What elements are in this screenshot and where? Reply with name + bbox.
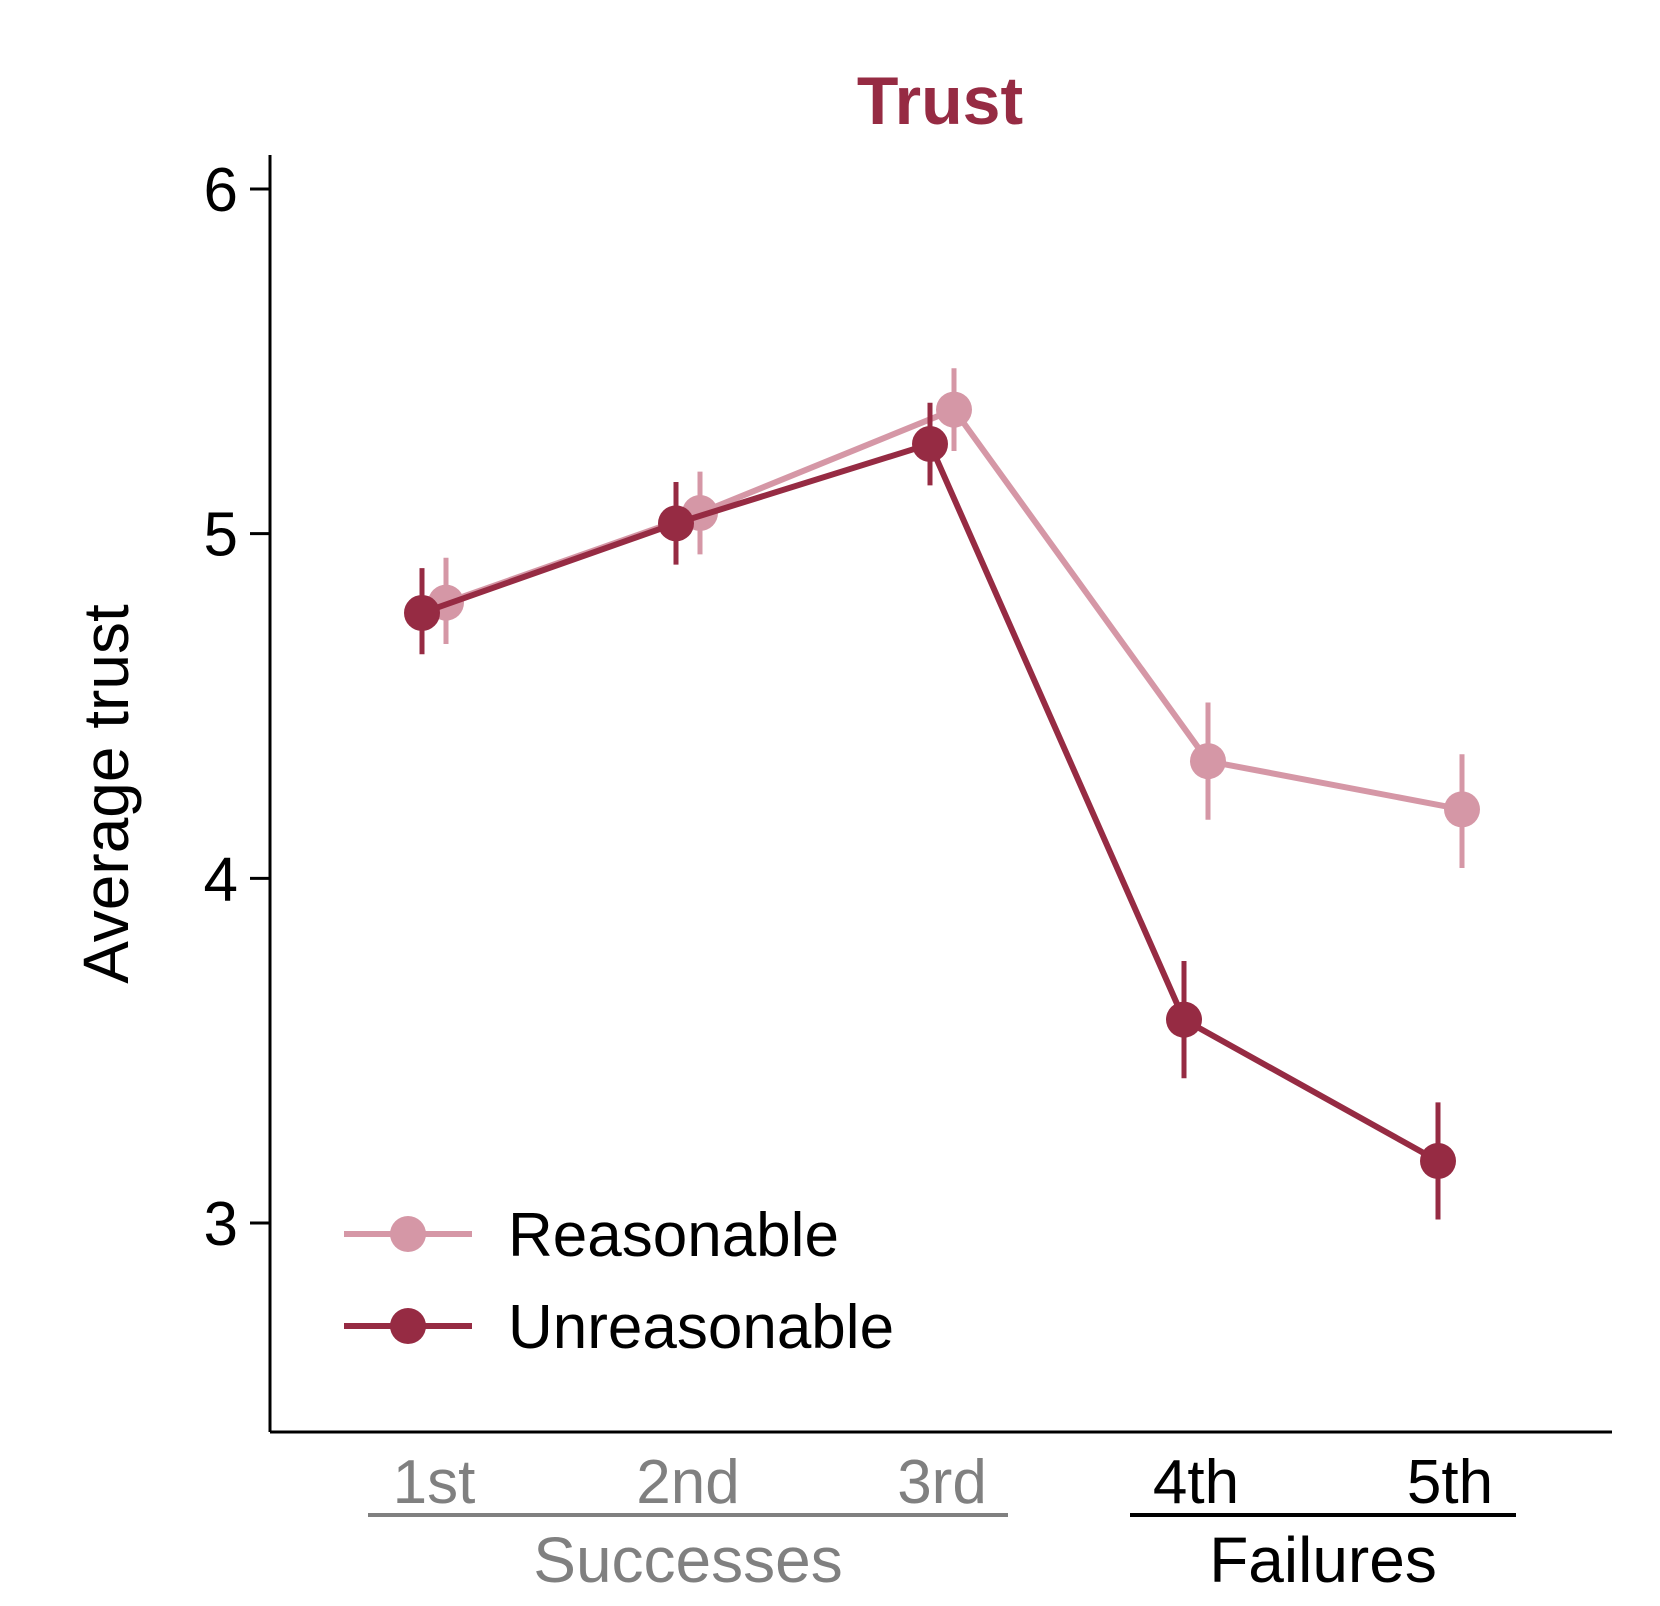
y-tick-label: 3 (204, 1190, 238, 1259)
data-point (1420, 1142, 1456, 1179)
series-reasonable (428, 368, 1480, 868)
group-label: Successes (533, 1524, 842, 1596)
data-point (404, 594, 440, 631)
x-ticks: 1st 2nd 3rd 4th 5th (393, 1448, 1493, 1517)
x-tick-label: 4th (1153, 1448, 1239, 1517)
data-point (1444, 791, 1480, 828)
legend-marker (390, 1216, 426, 1252)
data-point (658, 505, 694, 542)
data-point (1190, 743, 1226, 780)
series-layer (404, 368, 1480, 1220)
data-point (912, 426, 948, 463)
x-tick-label: 2nd (636, 1448, 739, 1517)
x-groups: Successes Failures (368, 1513, 1516, 1596)
x-tick-label: 1st (393, 1448, 476, 1517)
y-axis-label: Average trust (70, 604, 142, 984)
chart-title: Trust (857, 63, 1023, 139)
series-line (421, 441, 1440, 1164)
y-tick-label: 6 (204, 156, 238, 225)
y-tick-label: 5 (204, 501, 238, 570)
data-point (1166, 1001, 1202, 1038)
series-unreasonable (404, 402, 1456, 1220)
group-label: Failures (1209, 1524, 1437, 1596)
y-ticks: 3 4 5 6 (204, 156, 270, 1259)
series-line (445, 406, 1463, 813)
x-tick-label: 5th (1407, 1448, 1493, 1517)
x-tick-label: 3rd (897, 1448, 987, 1517)
legend-label: Unreasonable (508, 1293, 894, 1362)
legend-marker (390, 1308, 426, 1344)
legend-label: Reasonable (508, 1201, 839, 1270)
legend: Reasonable Unreasonable (344, 1201, 894, 1362)
data-point (936, 391, 972, 428)
y-tick-label: 4 (204, 845, 238, 914)
